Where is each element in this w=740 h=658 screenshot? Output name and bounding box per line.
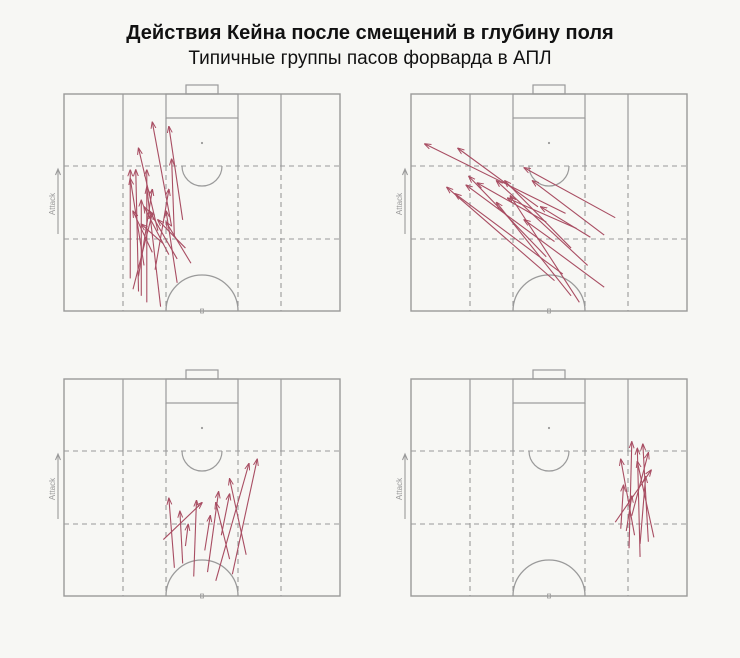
- pass-arrow: [466, 185, 605, 288]
- pass-arrow: [144, 207, 170, 255]
- pitch-3: Attack: [48, 369, 341, 599]
- center-circle: [512, 274, 586, 312]
- pass-arrow: [628, 442, 632, 549]
- pass-arrow: [620, 485, 624, 529]
- attack-arrow-head: [54, 167, 62, 176]
- pass-arrow: [172, 159, 175, 238]
- pass-arrow: [425, 144, 566, 214]
- pass-arrow: [631, 453, 649, 516]
- pitch-4: Attack: [395, 369, 688, 599]
- penalty-box: [512, 378, 586, 404]
- attack-arrow-head: [401, 167, 409, 176]
- pass-arrow: [193, 501, 197, 577]
- pass-arrow: [508, 198, 577, 230]
- pass-arrow: [541, 207, 591, 238]
- pitch-2: Attack: [395, 84, 688, 314]
- attack-label: Attack: [48, 192, 57, 215]
- attack-label: Attack: [48, 477, 57, 500]
- pass-arrow: [524, 168, 616, 219]
- center-circle: [165, 559, 239, 597]
- chart-title: Действия Кейна после смещений в глубину …: [126, 22, 614, 44]
- penalty-arc: [181, 450, 223, 472]
- pass-arrow: [469, 176, 547, 258]
- pass-arrow: [505, 181, 572, 249]
- chart-subtitle: Типичные группы пасов форварда в АПЛ: [188, 48, 552, 69]
- goal: [532, 84, 566, 95]
- pass-arrow: [455, 194, 564, 275]
- attack-arrow-head: [401, 452, 409, 461]
- pass-arrow: [166, 211, 178, 283]
- pitch-boundary: [63, 93, 341, 312]
- goal: [532, 369, 566, 380]
- pass-arrow: [162, 503, 202, 540]
- pass-arrow: [477, 183, 547, 223]
- penalty-spot: [547, 141, 551, 145]
- pass-arrow: [447, 187, 555, 282]
- pass-arrow: [185, 524, 188, 547]
- penalty-box: [165, 93, 239, 119]
- pass-arrow: [166, 222, 192, 264]
- pass-arrow: [643, 444, 649, 542]
- pass-arrow: [524, 220, 555, 243]
- pass-arrow: [169, 498, 175, 568]
- pass-arrow: [230, 479, 247, 555]
- pitch-1: Attack: [48, 84, 341, 314]
- center-circle: [512, 559, 586, 597]
- pass-arrow: [136, 170, 140, 292]
- pass-arrow: [150, 211, 178, 260]
- pass-arrow: [141, 224, 164, 245]
- center-circle: [165, 274, 239, 312]
- pass-arrow: [639, 477, 646, 544]
- pass-arrow: [158, 220, 186, 249]
- penalty-box: [165, 378, 239, 404]
- pass-arrow: [458, 148, 539, 208]
- attack-label: Attack: [395, 192, 404, 215]
- pitch-boundary: [410, 93, 688, 312]
- penalty-spot: [547, 426, 551, 430]
- pass-arrow: [204, 516, 211, 551]
- pass-arrow: [621, 459, 636, 536]
- attack-label: Attack: [395, 477, 404, 500]
- attack-arrow-head: [54, 452, 62, 461]
- center-spot: [547, 593, 551, 599]
- penalty-arc: [528, 450, 570, 472]
- pass-arrow: [497, 181, 589, 266]
- pass-arrow: [152, 122, 173, 227]
- goal: [185, 84, 219, 95]
- pitch-boundary: [63, 378, 341, 597]
- pass-arrow: [231, 459, 257, 575]
- goal: [185, 369, 219, 380]
- penalty-box: [512, 93, 586, 119]
- penalty-arc: [528, 165, 570, 187]
- center-spot: [200, 308, 204, 314]
- penalty-arc: [181, 165, 223, 187]
- pass-arrow: [139, 148, 159, 231]
- pass-arrow: [137, 189, 153, 277]
- pass-arrow: [180, 511, 184, 564]
- pass-arrow: [220, 494, 229, 536]
- pass-arrow: [169, 127, 184, 220]
- pass-arrow: [637, 461, 655, 538]
- pass-arrow: [510, 196, 580, 303]
- pass-arrow: [154, 189, 169, 270]
- pass-arrow: [215, 464, 249, 581]
- penalty-spot: [200, 141, 204, 145]
- center-spot: [200, 593, 204, 599]
- pass-arrow: [532, 181, 605, 236]
- penalty-spot: [200, 426, 204, 430]
- pass-arrow: [206, 492, 219, 573]
- pass-arrow: [625, 496, 632, 531]
- center-spot: [547, 308, 551, 314]
